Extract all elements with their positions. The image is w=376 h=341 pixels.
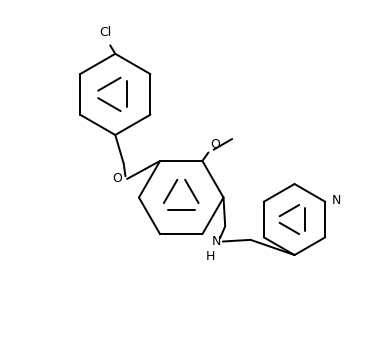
Text: N: N: [212, 235, 221, 248]
Text: N: N: [331, 194, 341, 207]
Text: O: O: [112, 173, 122, 186]
Text: O: O: [210, 138, 220, 151]
Text: Cl: Cl: [99, 26, 111, 39]
Text: H: H: [205, 250, 215, 263]
